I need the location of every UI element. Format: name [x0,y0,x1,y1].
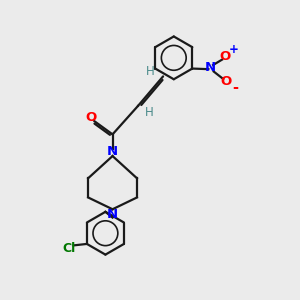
Text: H: H [145,106,154,119]
Text: -: - [232,80,238,95]
Text: O: O [85,111,96,124]
Text: N: N [205,61,216,74]
Text: O: O [220,75,232,88]
Text: N: N [107,208,118,221]
Text: +: + [228,43,238,56]
Text: N: N [107,145,118,158]
Text: O: O [219,50,231,63]
Text: H: H [146,65,155,78]
Text: Cl: Cl [62,242,76,255]
